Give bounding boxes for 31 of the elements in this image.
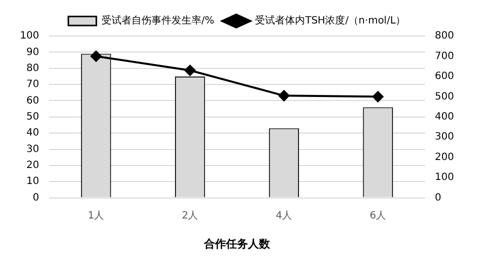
y2-tick-label: 800	[434, 30, 454, 42]
y-tick-label: 50	[26, 111, 40, 122]
y-tick-label: 80	[26, 62, 40, 74]
y2-tick-label: 400	[434, 111, 454, 122]
y-tick-label: 10	[26, 176, 40, 188]
x-tick-label: 2人	[182, 210, 198, 222]
y2-tick-label: 500	[434, 91, 454, 102]
y-tick-label: 40	[26, 128, 40, 139]
x-tick-label: 1人	[88, 210, 104, 222]
legend-label: 受试者自伤事件发生率/%	[101, 14, 214, 27]
legend-label: 受试者体内TSH浓度/（n·mol/L）	[255, 14, 406, 27]
y-tick-label: 0	[32, 192, 40, 204]
x-axis-title: 合作任务人数	[203, 237, 271, 250]
point	[90, 50, 102, 62]
y-tick-label: 30	[26, 144, 40, 155]
y2-tick-label: 600	[434, 71, 454, 82]
point	[372, 91, 384, 102]
point	[184, 64, 196, 76]
x-tick-label: 6人	[370, 210, 386, 222]
y-tick-label: 100	[20, 30, 40, 42]
y-tick-label: 60	[26, 95, 40, 106]
y2-tick-label: 100	[434, 172, 454, 184]
point	[278, 90, 290, 102]
y2-tick-label: 200	[434, 152, 454, 163]
y2-tick-label: 0	[434, 192, 442, 204]
y2-tick-label: 700	[434, 50, 454, 62]
x-tick-label: 4人	[276, 210, 292, 222]
y-tick-label: 20	[26, 160, 40, 172]
y-tick-label: 90	[26, 46, 40, 58]
y-tick-label: 70	[26, 79, 40, 90]
y2-tick-label: 300	[434, 132, 454, 143]
